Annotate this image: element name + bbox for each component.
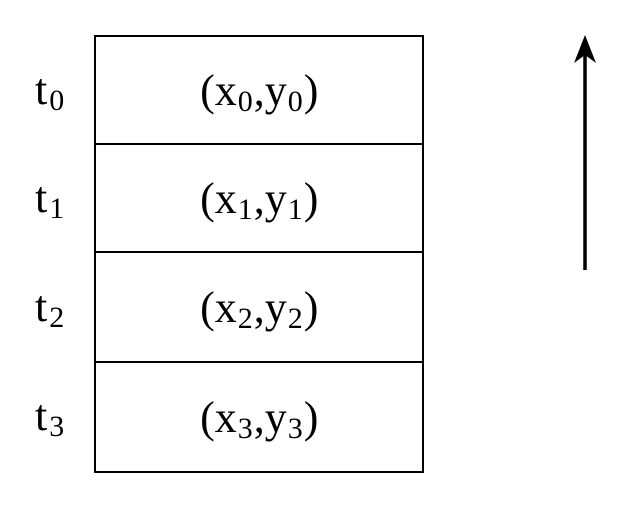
y-sub: 2 <box>288 302 303 336</box>
x-base: x <box>215 65 237 116</box>
paren-open: ( <box>200 282 215 333</box>
time-label-3: t3 <box>30 361 64 469</box>
comma: , <box>254 282 265 333</box>
up-arrow-icon <box>570 35 600 275</box>
x-sub: 2 <box>238 302 253 336</box>
x-sub: 0 <box>238 85 253 119</box>
comma: , <box>254 65 265 116</box>
paren-open: ( <box>200 173 215 224</box>
y-sub: 3 <box>288 412 303 446</box>
label-base: t <box>35 281 47 332</box>
label-base: t <box>35 64 47 115</box>
comma: , <box>254 173 265 224</box>
paren-close: ) <box>304 173 319 224</box>
table-row: (x0, y0) <box>96 37 422 145</box>
x-base: x <box>215 173 237 224</box>
time-label-0: t0 <box>30 35 64 143</box>
y-base: y <box>265 65 287 116</box>
y-base: y <box>265 282 287 333</box>
x-base: x <box>215 282 237 333</box>
comma: , <box>254 392 265 443</box>
paren-close: ) <box>304 392 319 443</box>
table-row: (x3, y3) <box>96 363 422 471</box>
time-label-2: t2 <box>30 251 64 361</box>
label-sub: 1 <box>49 192 64 226</box>
y-sub: 1 <box>288 193 303 227</box>
time-labels-column: t0 t1 t2 t3 <box>30 35 64 469</box>
label-sub: 2 <box>49 301 64 335</box>
x-sub: 1 <box>238 193 253 227</box>
diagram-container: t0 t1 t2 t3 (x0, y0) (x1, y1) (x2, y2) (… <box>30 35 424 473</box>
x-base: x <box>215 392 237 443</box>
y-base: y <box>265 392 287 443</box>
time-label-1: t1 <box>30 143 64 251</box>
label-base: t <box>35 172 47 223</box>
paren-close: ) <box>304 65 319 116</box>
coordinate-table: (x0, y0) (x1, y1) (x2, y2) (x3, y3) <box>94 35 424 473</box>
y-base: y <box>265 173 287 224</box>
x-sub: 3 <box>238 412 253 446</box>
table-row: (x2, y2) <box>96 253 422 363</box>
table-row: (x1, y1) <box>96 145 422 253</box>
label-base: t <box>35 390 47 441</box>
label-sub: 0 <box>49 84 64 118</box>
paren-open: ( <box>200 65 215 116</box>
paren-close: ) <box>304 282 319 333</box>
label-sub: 3 <box>49 410 64 444</box>
paren-open: ( <box>200 392 215 443</box>
y-sub: 0 <box>288 85 303 119</box>
